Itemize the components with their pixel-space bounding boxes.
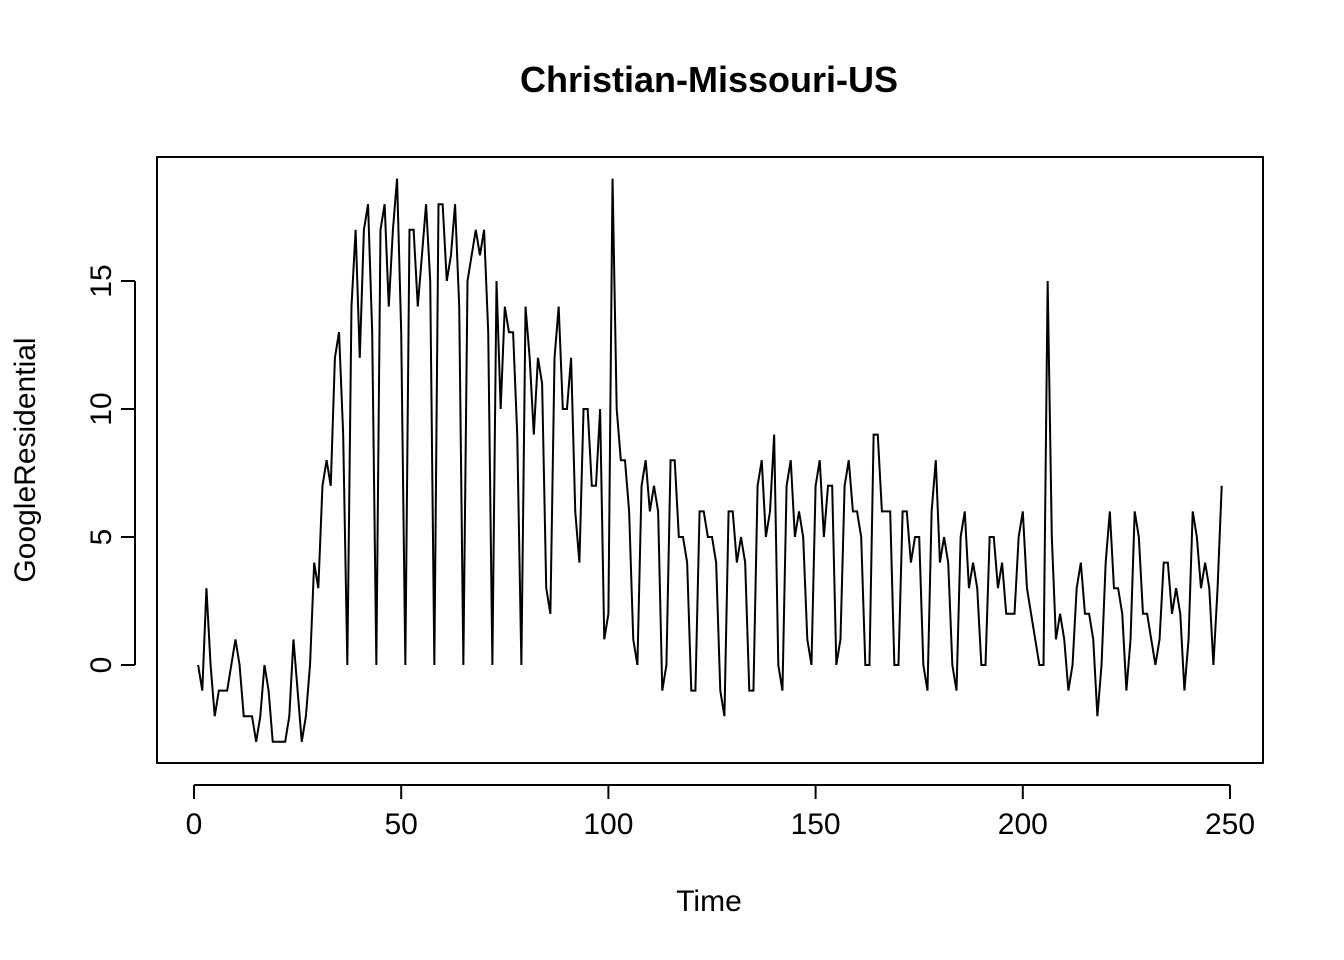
plot-frame [156,156,1264,764]
x-tick-label: 50 [385,808,418,841]
x-tick-label: 200 [998,808,1048,841]
x-tick-label: 0 [186,808,203,841]
x-tick-label: 150 [791,808,841,841]
x-axis: 0 50 100 150 200 250 [186,784,1255,841]
y-tick-label: 15 [85,264,118,297]
x-axis-label: Time [676,885,742,918]
chart-title: Christian-Missouri-US [520,59,898,100]
y-tick-label: 10 [85,392,118,425]
y-tick-label: 0 [85,657,118,674]
series-line [197,178,1223,743]
x-tick-label: 100 [583,808,633,841]
y-tick-label: 5 [85,529,118,546]
x-tick-label: 250 [1205,808,1255,841]
y-axis-label: GoogleResidential [9,337,42,582]
y-axis: 0 5 10 15 [85,264,136,674]
